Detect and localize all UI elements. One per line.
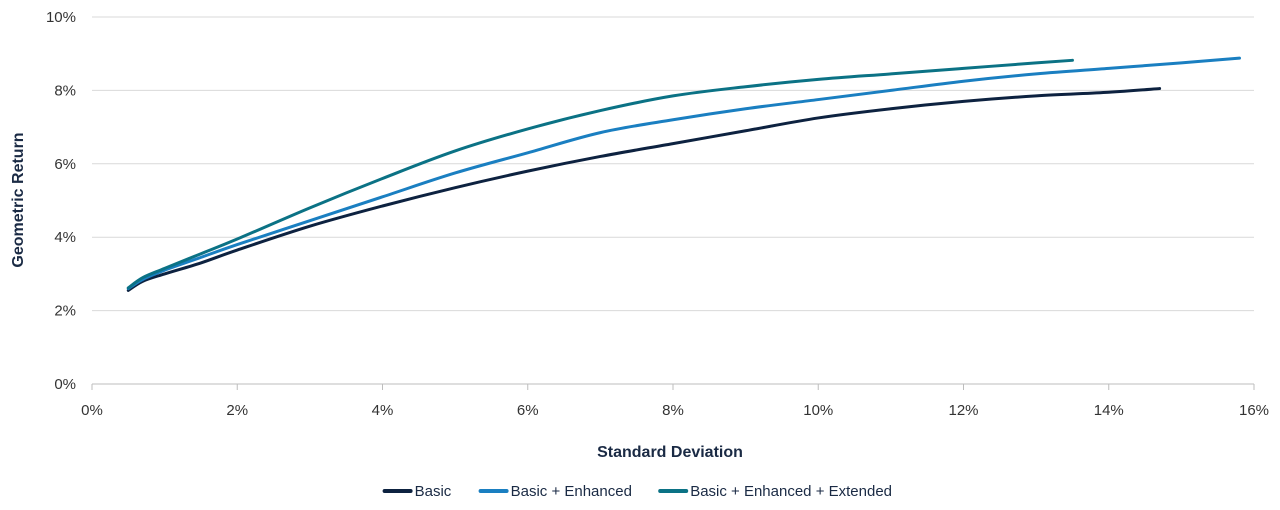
legend-label: Basic bbox=[415, 483, 452, 500]
y-tick-labels: 0% 2% 4% 6% 8% 10% bbox=[46, 9, 76, 393]
x-tick-label: 10% bbox=[803, 402, 833, 419]
x-tick-label: 8% bbox=[662, 402, 684, 419]
y-tick-label: 4% bbox=[54, 229, 76, 246]
legend: Basic Basic + Enhanced Basic + Enhanced + … bbox=[382, 483, 892, 500]
legend-label: Basic + Enhanced + Extended bbox=[690, 483, 892, 500]
gridlines bbox=[92, 16, 1254, 312]
y-tick-label: 0% bbox=[54, 376, 76, 393]
series-lines bbox=[126, 56, 1241, 292]
y-tick-label: 10% bbox=[46, 9, 76, 26]
series-line-3 bbox=[126, 58, 1074, 290]
y-tick-label: 2% bbox=[54, 303, 76, 320]
x-tick-label: 0% bbox=[81, 402, 103, 419]
y-axis-title: Geometric Return bbox=[10, 132, 27, 267]
x-tick-label: 14% bbox=[1094, 402, 1124, 419]
legend-label: Basic + Enhanced bbox=[511, 483, 632, 500]
series-line-2 bbox=[126, 56, 1241, 291]
x-tick-label: 6% bbox=[517, 402, 539, 419]
x-tick-label: 4% bbox=[372, 402, 394, 419]
x-tick-label: 16% bbox=[1239, 402, 1269, 419]
x-tick-labels: 0% 2% 4% 6% 8% 10% 12% 14% 16% bbox=[81, 384, 1269, 419]
series-line-1 bbox=[126, 87, 1162, 292]
y-tick-label: 8% bbox=[54, 82, 76, 99]
y-tick-label: 6% bbox=[54, 156, 76, 173]
x-axis-title: Standard Deviation bbox=[597, 444, 743, 461]
x-tick-label: 12% bbox=[948, 402, 978, 419]
x-tick-label: 2% bbox=[226, 402, 248, 419]
